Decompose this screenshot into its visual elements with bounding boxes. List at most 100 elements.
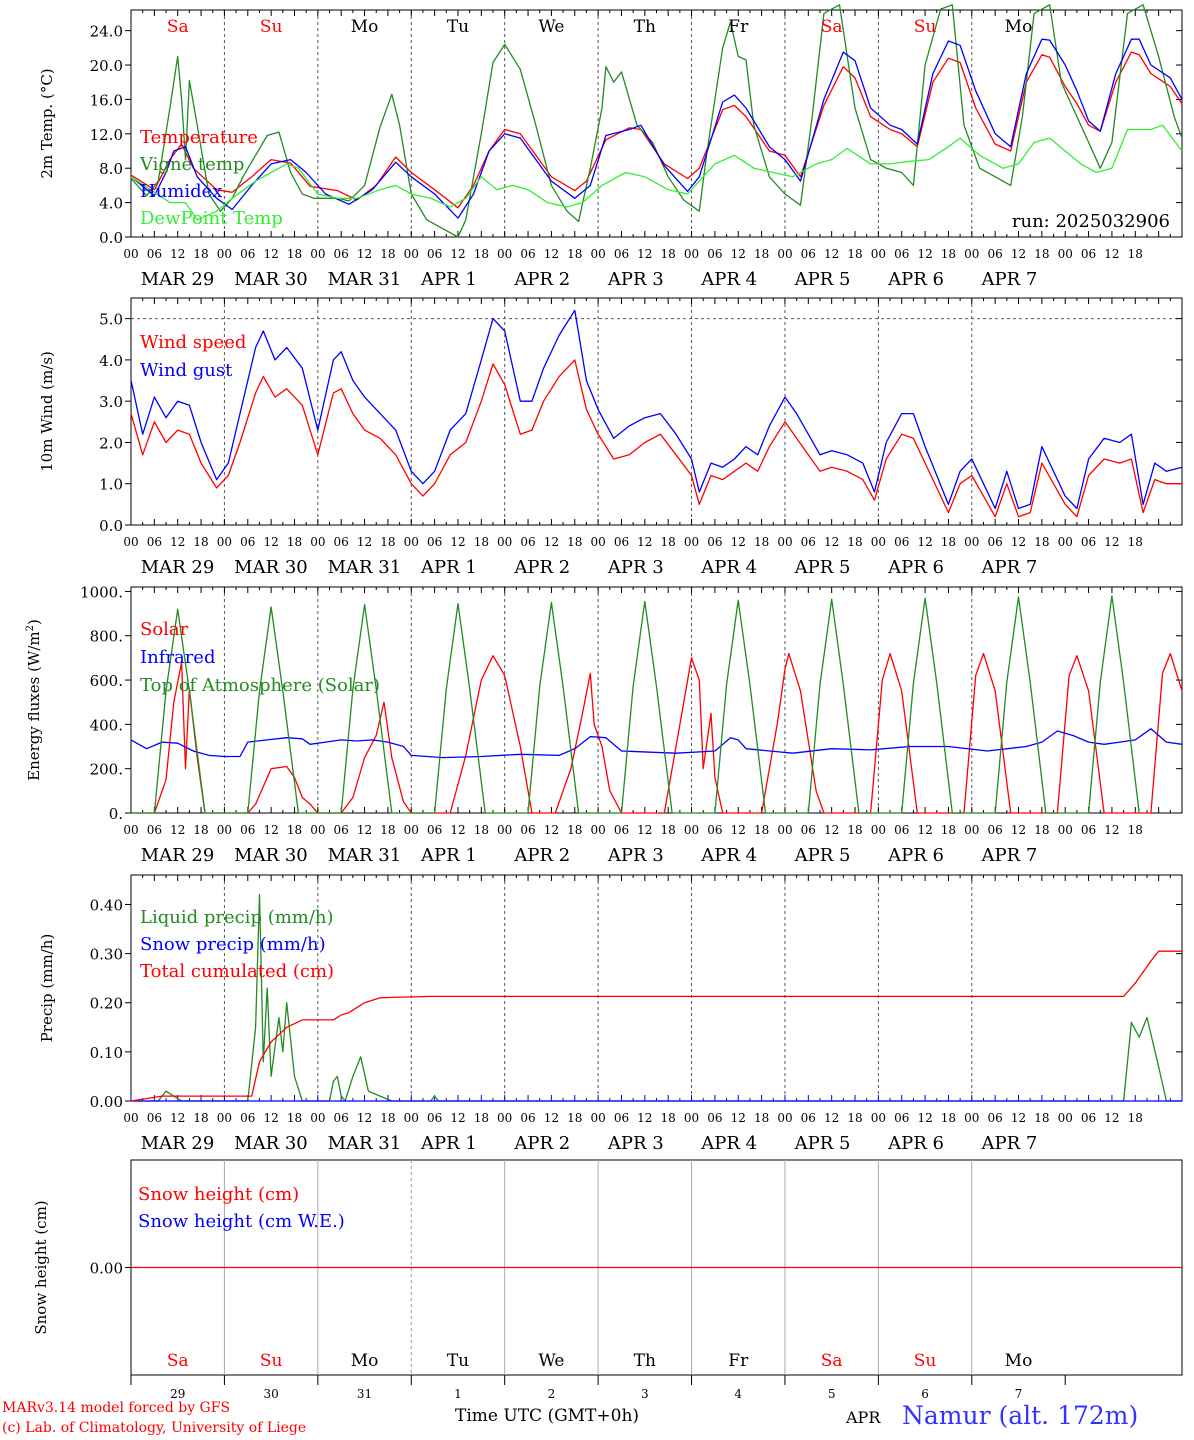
day-number-label: 2 [548, 1387, 556, 1401]
hour-tick-label: 12 [731, 823, 746, 837]
hour-tick-label: 12 [450, 535, 465, 549]
hour-tick-label: 18 [847, 823, 862, 837]
hour-tick-label: 12 [170, 247, 185, 261]
hour-tick-label: 18 [380, 535, 395, 549]
hour-tick-label: 06 [894, 1111, 909, 1125]
hour-tick-label: 00 [777, 823, 792, 837]
hour-tick-label: 12 [637, 1111, 652, 1125]
station-label: Namur (alt. 172m) [902, 1401, 1139, 1430]
hour-tick-label: 12 [544, 823, 559, 837]
hour-tick-label: 00 [777, 247, 792, 261]
hour-tick-label: 06 [240, 247, 255, 261]
hour-tick-label: 06 [801, 1111, 816, 1125]
hour-tick-label: 00 [964, 247, 979, 261]
weekday-label: Th [634, 1351, 656, 1371]
date-label: APR 2 [513, 557, 570, 578]
hour-tick-label: 00 [404, 535, 419, 549]
date-label: APR 3 [607, 845, 664, 866]
weekday-label: We [538, 1351, 564, 1371]
y-tick-label: 0.00 [90, 1260, 123, 1278]
hour-tick-label: 12 [824, 1111, 839, 1125]
y-tick-label: 1.0 [99, 476, 123, 494]
y-tick-label: 200. [90, 761, 123, 779]
hour-tick-label: 00 [217, 823, 232, 837]
weekday-label: Mo [351, 1351, 379, 1371]
hour-tick-label: 12 [544, 247, 559, 261]
date-label: MAR 29 [141, 557, 215, 578]
date-label: APR 5 [794, 1133, 851, 1154]
hour-tick-label: 12 [1011, 247, 1026, 261]
hour-tick-label: 00 [310, 1111, 325, 1125]
day-number-label: 30 [263, 1387, 278, 1401]
hour-tick-label: 06 [520, 1111, 535, 1125]
hour-tick-label: 00 [684, 823, 699, 837]
hour-tick-label: 06 [801, 823, 816, 837]
hour-tick-label: 00 [123, 823, 138, 837]
weekday-label: Su [914, 17, 937, 37]
hour-tick-label: 18 [567, 247, 582, 261]
hour-tick-label: 18 [287, 823, 302, 837]
plot-frame [130, 586, 1183, 814]
weekday-label: Th [634, 17, 656, 37]
weekday-label: Sa [167, 1351, 189, 1371]
y-tick-label: 5.0 [99, 311, 123, 329]
hour-tick-label: 06 [520, 535, 535, 549]
model-credit-line1: MARv3.14 model forced by GFS [2, 1400, 231, 1416]
hour-tick-label: 12 [637, 535, 652, 549]
hour-tick-label: 12 [263, 247, 278, 261]
hour-tick-label: 06 [427, 535, 442, 549]
date-label: APR 4 [700, 269, 757, 290]
hour-tick-label: 00 [217, 535, 232, 549]
hour-tick-label: 06 [988, 823, 1003, 837]
weekday-label: Tu [447, 17, 469, 37]
hour-tick-label: 18 [1128, 535, 1143, 549]
hour-tick-label: 12 [1011, 535, 1026, 549]
y-axis-label: Snow height (cm) [32, 1200, 50, 1334]
date-label: MAR 30 [234, 557, 308, 578]
legend-entry: Liquid precip (mm/h) [140, 907, 334, 928]
hour-tick-label: 06 [801, 247, 816, 261]
hour-tick-label: 00 [404, 1111, 419, 1125]
hour-tick-label: 18 [941, 247, 956, 261]
day-number-label: 5 [828, 1387, 836, 1401]
date-label: MAR 30 [234, 845, 308, 866]
y-tick-label: 1000. [80, 583, 123, 601]
day-number-label: 3 [641, 1387, 649, 1401]
date-label: APR 7 [981, 845, 1038, 866]
hour-tick-label: 18 [380, 1111, 395, 1125]
chart-panel-4: 00 06 12 18 00 06 12 18 00 06 12 18 00 06 12 18 00 06 12 18… [38, 874, 1183, 1154]
hour-tick-label: 12 [263, 823, 278, 837]
hour-tick-label: 18 [941, 1111, 956, 1125]
hour-tick-label: 00 [404, 823, 419, 837]
hour-tick-label: 06 [988, 1111, 1003, 1125]
weekday-label: Mo [1005, 1351, 1033, 1371]
hour-tick-label: 00 [404, 247, 419, 261]
hour-tick-label: 06 [240, 823, 255, 837]
weekday-label: We [538, 17, 564, 37]
legend-entry: Snow height (cm W.E.) [138, 1211, 345, 1232]
weekday-label: Fr [728, 1351, 749, 1371]
hour-tick-label: 18 [287, 247, 302, 261]
hour-tick-label: 00 [684, 535, 699, 549]
y-tick-label: 24.0 [90, 23, 123, 41]
hour-tick-label: 18 [661, 535, 676, 549]
y-tick-label: 0.40 [90, 896, 123, 914]
y-tick-label: 0.30 [90, 946, 123, 964]
date-label: APR 7 [981, 1133, 1038, 1154]
hour-tick-label: 06 [988, 535, 1003, 549]
date-label: APR 7 [981, 269, 1038, 290]
hour-tick-label: 12 [263, 535, 278, 549]
hour-tick-label: 06 [707, 535, 722, 549]
hour-tick-label: 06 [427, 247, 442, 261]
hour-tick-label: 00 [871, 535, 886, 549]
hour-tick-label: 06 [334, 1111, 349, 1125]
plot-frame [130, 9, 1183, 238]
hour-tick-label: 00 [1058, 247, 1073, 261]
hour-tick-label: 00 [497, 823, 512, 837]
hour-tick-label: 18 [941, 823, 956, 837]
y-axis-label: 2m Temp. (°C) [38, 68, 56, 178]
legend-entry: Top of Atmosphere (Solar) [140, 675, 380, 696]
date-label: MAR 30 [234, 269, 308, 290]
hour-tick-label: 00 [497, 247, 512, 261]
